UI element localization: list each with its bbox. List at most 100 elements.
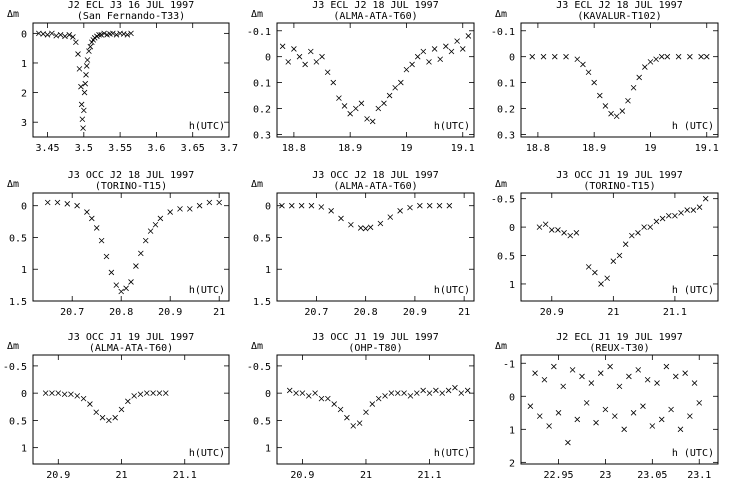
data-point-marker: [61, 391, 68, 398]
data-point-marker: [375, 395, 382, 402]
data-point-marker: [86, 48, 92, 54]
x-axis-label: h (UTC): [672, 121, 714, 132]
data-point-marker: [687, 413, 693, 419]
x-tick-label: 19: [644, 143, 656, 154]
x-tick-label: 18.8: [526, 143, 550, 154]
data-point-marker: [458, 390, 465, 396]
y-tick-label: 0: [21, 202, 27, 213]
y-tick-label: -0.5: [247, 362, 271, 373]
data-point-marker: [585, 264, 592, 270]
data-point-marker: [588, 380, 595, 386]
data-point-marker: [388, 390, 395, 396]
data-point-marker: [54, 199, 61, 206]
data-point-marker: [443, 43, 449, 50]
data-point-marker: [541, 376, 548, 383]
data-point-marker: [108, 269, 115, 276]
x-axis-label: h(UTC): [189, 448, 225, 459]
data-point-marker: [619, 108, 626, 114]
data-point-marker: [299, 390, 306, 396]
data-point-marker: [536, 413, 543, 419]
plot-frame: [32, 192, 230, 302]
data-point-marker: [305, 393, 312, 399]
data-point-marker: [574, 416, 581, 423]
data-point-marker: [621, 426, 627, 433]
data-point-marker: [678, 210, 684, 216]
x-tick-label: 20.7: [60, 307, 84, 318]
data-point-marker: [647, 224, 654, 230]
y-axis-label: Δm: [251, 341, 263, 352]
data-point-marker: [641, 224, 647, 230]
data-point-marker: [78, 101, 85, 108]
y-tick-label: 2: [21, 89, 27, 100]
data-point-marker: [644, 376, 651, 383]
data-point-marker: [387, 214, 394, 220]
y-tick-label: 0.5: [497, 252, 515, 263]
y-axis-label: Δm: [495, 179, 507, 190]
data-point-marker: [565, 439, 571, 446]
data-point-marker: [216, 199, 222, 206]
data-point-marker: [574, 56, 581, 63]
data-point-marker: [150, 390, 156, 396]
data-point-marker: [426, 202, 433, 209]
data-point-marker: [698, 53, 704, 60]
data-point-marker: [80, 395, 87, 402]
data-point-marker: [76, 66, 83, 72]
x-tick-label: 20.8: [109, 307, 133, 318]
data-point-marker: [177, 206, 183, 212]
data-point-marker: [162, 390, 169, 396]
data-point-marker: [68, 391, 74, 398]
data-point-marker: [668, 406, 674, 413]
data-point-marker: [312, 390, 318, 396]
y-tick-label: 1.5: [253, 297, 271, 308]
plot-frame: [520, 354, 719, 465]
y-tick-label: 0.3: [253, 130, 271, 141]
y-tick-label: 0.5: [253, 233, 271, 244]
y-tick-label: 0.2: [253, 105, 271, 116]
data-point-marker: [653, 56, 659, 63]
data-point-marker: [318, 204, 325, 210]
data-point-marker: [80, 125, 86, 131]
data-point-marker: [382, 393, 388, 399]
x-axis-label: h (UTC): [672, 448, 714, 459]
data-point-marker: [673, 373, 679, 380]
data-point-marker: [551, 363, 557, 370]
data-point-marker: [649, 423, 656, 429]
data-point-marker: [362, 225, 369, 232]
y-tick-label: -0.1: [491, 27, 515, 38]
y-tick-label: 1.5: [9, 297, 27, 308]
panel-subtitle: (ALMA-ATA-T60): [89, 343, 173, 354]
data-point-marker: [62, 33, 68, 40]
panel-title: J3 OCC J2 18 JUL 1997: [312, 170, 438, 181]
x-axis-label: h(UTC): [189, 121, 225, 132]
data-point-marker: [597, 92, 603, 99]
data-point-marker: [672, 212, 678, 219]
data-point-marker: [696, 400, 703, 406]
data-point-marker: [569, 367, 576, 373]
x-tick-label: 3.6: [147, 143, 165, 154]
data-point-marker: [196, 202, 203, 209]
data-point-marker: [307, 48, 314, 55]
data-point-marker: [417, 202, 423, 209]
data-point-marker: [328, 208, 334, 214]
data-point-marker: [83, 72, 89, 78]
data-point-marker: [363, 409, 369, 416]
x-tick-label: 3.65: [181, 143, 205, 154]
data-point-marker: [313, 59, 320, 65]
data-point-marker: [658, 53, 665, 60]
data-point-marker: [647, 59, 654, 65]
data-point-marker: [675, 53, 682, 60]
y-tick-label: -0.5: [3, 362, 27, 373]
y-tick-label: 0: [21, 29, 27, 40]
data-point-marker: [128, 279, 134, 285]
y-tick-label: 0.5: [9, 233, 27, 244]
x-tick-label: 20.9: [158, 307, 182, 318]
x-tick-label: 3.55: [108, 143, 132, 154]
panel-title: J2 ECL J1 19 JUL 1997: [556, 332, 682, 343]
data-point-marker: [437, 56, 444, 63]
data-point-marker: [53, 32, 60, 39]
data-point-marker: [401, 390, 407, 396]
panel-subtitle: (OHP-T80): [348, 343, 402, 354]
data-point-marker: [296, 53, 303, 60]
panel-subtitle: (ALMA-ATA-T60): [333, 181, 417, 192]
data-point-marker: [120, 31, 127, 37]
